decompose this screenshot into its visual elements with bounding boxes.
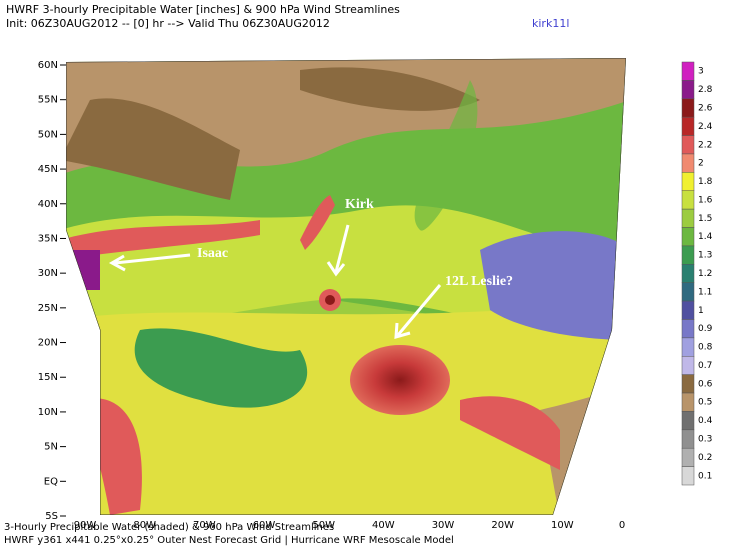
footer-line-2: HWRF y361 x441 0.25°x0.25° Outer Nest Fo… bbox=[4, 535, 454, 546]
colorbar-label: 2.2 bbox=[698, 140, 712, 150]
run-tag: kirk11l bbox=[532, 17, 569, 30]
lon-label: 40W bbox=[372, 520, 395, 531]
longitude-labels: 90W 80W 70W 60W 50W 40W 30W 20W 10W 0 bbox=[74, 520, 626, 531]
colorbar: 3 2.8 2.6 2.4 2.2 2 1.8 1.6 1.5 1.4 1.3 1.2 1.1 1 0.9 0… bbox=[681, 61, 713, 486]
colorbar-swatch bbox=[681, 447, 695, 467]
colorbar-swatch bbox=[681, 466, 695, 486]
annotation-arrows bbox=[108, 224, 442, 340]
colorbar-label: 1.8 bbox=[698, 177, 713, 187]
colorbar-swatch bbox=[681, 337, 695, 357]
colorbar-swatch bbox=[681, 245, 695, 265]
colorbar-label: 0.4 bbox=[698, 416, 713, 426]
lat-label: 5S bbox=[45, 511, 58, 522]
colorbar-label: 1.2 bbox=[698, 269, 712, 279]
lat-label: 15N bbox=[38, 372, 58, 383]
lon-label: 60W bbox=[253, 520, 276, 531]
colorbar-swatch bbox=[681, 172, 695, 191]
lat-label: 30N bbox=[38, 268, 58, 279]
lat-label: 50N bbox=[38, 129, 58, 140]
colorbar-swatch bbox=[681, 227, 695, 247]
lat-label: 40N bbox=[38, 199, 58, 210]
colorbar-label: 2.8 bbox=[698, 85, 713, 95]
colorbar-label: 3 bbox=[698, 67, 704, 77]
lat-label: 45N bbox=[38, 164, 58, 175]
colorbar-swatch bbox=[681, 300, 695, 320]
colorbar-label: 1.3 bbox=[698, 251, 712, 261]
map-field bbox=[66, 58, 626, 515]
colorbar-swatch bbox=[681, 429, 695, 449]
title: HWRF 3-hourly Precipitable Water [inches… bbox=[6, 3, 400, 16]
colorbar-label: 1.6 bbox=[698, 195, 713, 205]
colorbar-label: 2 bbox=[698, 159, 704, 169]
lat-label: 5N bbox=[44, 442, 58, 453]
lat-label: EQ bbox=[44, 476, 58, 487]
colorbar-swatch bbox=[681, 135, 695, 155]
colorbar-swatch bbox=[681, 319, 695, 339]
colorbar-swatch bbox=[681, 80, 695, 100]
colorbar-label: 0.7 bbox=[698, 361, 712, 371]
colorbar-label: 0.6 bbox=[698, 379, 713, 389]
subtitle: Init: 06Z30AUG2012 -- [0] hr --> Valid T… bbox=[6, 17, 330, 30]
lon-label: 70W bbox=[193, 520, 216, 531]
colorbar-swatch bbox=[681, 208, 695, 228]
colorbar-swatch bbox=[681, 264, 695, 283]
lon-label: 30W bbox=[432, 520, 455, 531]
colorbar-swatch bbox=[681, 190, 695, 210]
lat-label: 60N bbox=[38, 60, 58, 71]
colorbar-swatch bbox=[681, 98, 695, 118]
colorbar-label: 1.5 bbox=[698, 214, 712, 224]
colorbar-swatch bbox=[681, 282, 695, 302]
lat-label: 10N bbox=[38, 407, 58, 418]
colorbar-swatch bbox=[681, 153, 695, 173]
colorbar-label: 2.6 bbox=[698, 103, 713, 113]
colorbar-label: 0.3 bbox=[698, 435, 712, 445]
annotation-isaac: Isaac bbox=[197, 246, 228, 261]
colorbar-label: 0.9 bbox=[698, 324, 713, 334]
colorbar-label: 0.2 bbox=[698, 453, 712, 463]
lon-label: 20W bbox=[491, 520, 514, 531]
lon-label: 80W bbox=[133, 520, 156, 531]
lat-label: 25N bbox=[38, 303, 58, 314]
lon-label: 50W bbox=[312, 520, 335, 531]
colorbar-swatch bbox=[681, 374, 695, 394]
colorbar-label: 1.1 bbox=[698, 287, 712, 297]
colorbar-swatch bbox=[681, 116, 695, 136]
colorbar-swatch bbox=[681, 392, 695, 412]
colorbar-label: 1 bbox=[698, 306, 704, 316]
lon-label: 0 bbox=[619, 520, 625, 531]
annotation-kirk: Kirk bbox=[345, 197, 374, 212]
colorbar-label: 2.4 bbox=[698, 122, 713, 132]
footer-line-1: 3-Hourly Precipitable Water (shaded) & 9… bbox=[4, 522, 334, 533]
colorbar-label: 0.5 bbox=[698, 398, 712, 408]
annotation-leslie: 12L Leslie? bbox=[445, 274, 513, 289]
colorbar-label: 0.8 bbox=[698, 343, 713, 353]
lat-label: 35N bbox=[38, 233, 58, 244]
lon-label: 90W bbox=[74, 520, 97, 531]
lat-label: 20N bbox=[38, 338, 58, 349]
colorbar-swatch bbox=[681, 356, 695, 375]
colorbar-swatch bbox=[681, 411, 695, 431]
colorbar-label: 0.1 bbox=[698, 471, 712, 481]
lat-label: 55N bbox=[38, 95, 58, 106]
latitude-labels: 60N 55N 50N 45N 40N 35N 30N 25N 20N 15N 10N 5N EQ 5S bbox=[38, 60, 66, 522]
lon-label: 10W bbox=[551, 520, 574, 531]
colorbar-label: 1.4 bbox=[698, 232, 713, 242]
colorbar-swatch bbox=[681, 61, 695, 81]
